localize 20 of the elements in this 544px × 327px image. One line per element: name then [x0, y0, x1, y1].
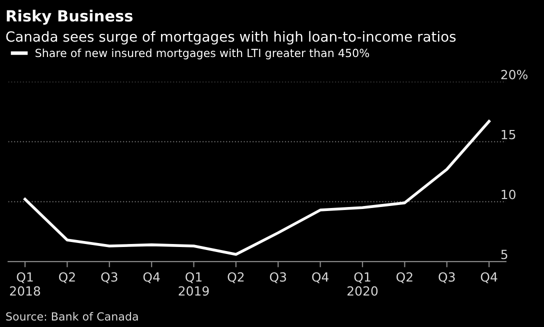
x-tick-label: Q2: [228, 272, 244, 284]
x-tick-label: Q2: [59, 272, 75, 284]
x-tick-label: Q4: [143, 272, 160, 284]
legend-label: Share of new insured mortgages with LTI greater than 450%: [36, 48, 370, 60]
chart-subtitle: Canada sees surge of mortgages with high loan-to-income ratios: [6, 31, 456, 45]
chart-title: Risky Business: [6, 10, 133, 25]
x-tick-label: Q4: [480, 272, 498, 284]
x-tick-label: Q1 2018: [10, 272, 40, 296]
y-tick-label: 10: [502, 190, 516, 200]
x-tick-label: Q3: [270, 272, 286, 284]
x-tick-label: Q3: [438, 272, 455, 284]
y-tick-label: 15: [502, 130, 516, 140]
y-tick-label: 5: [501, 250, 508, 260]
x-tick-label: Q1 2020: [348, 272, 378, 296]
x-tick-label: Q3: [101, 272, 118, 284]
source-note: Source: Bank of Canada: [6, 312, 138, 321]
y-tick-label: 20%: [501, 70, 528, 80]
x-tick-label: Q1 2019: [178, 272, 209, 296]
x-tick-label: Q4: [312, 272, 329, 284]
x-tick-label: Q2: [396, 272, 412, 284]
